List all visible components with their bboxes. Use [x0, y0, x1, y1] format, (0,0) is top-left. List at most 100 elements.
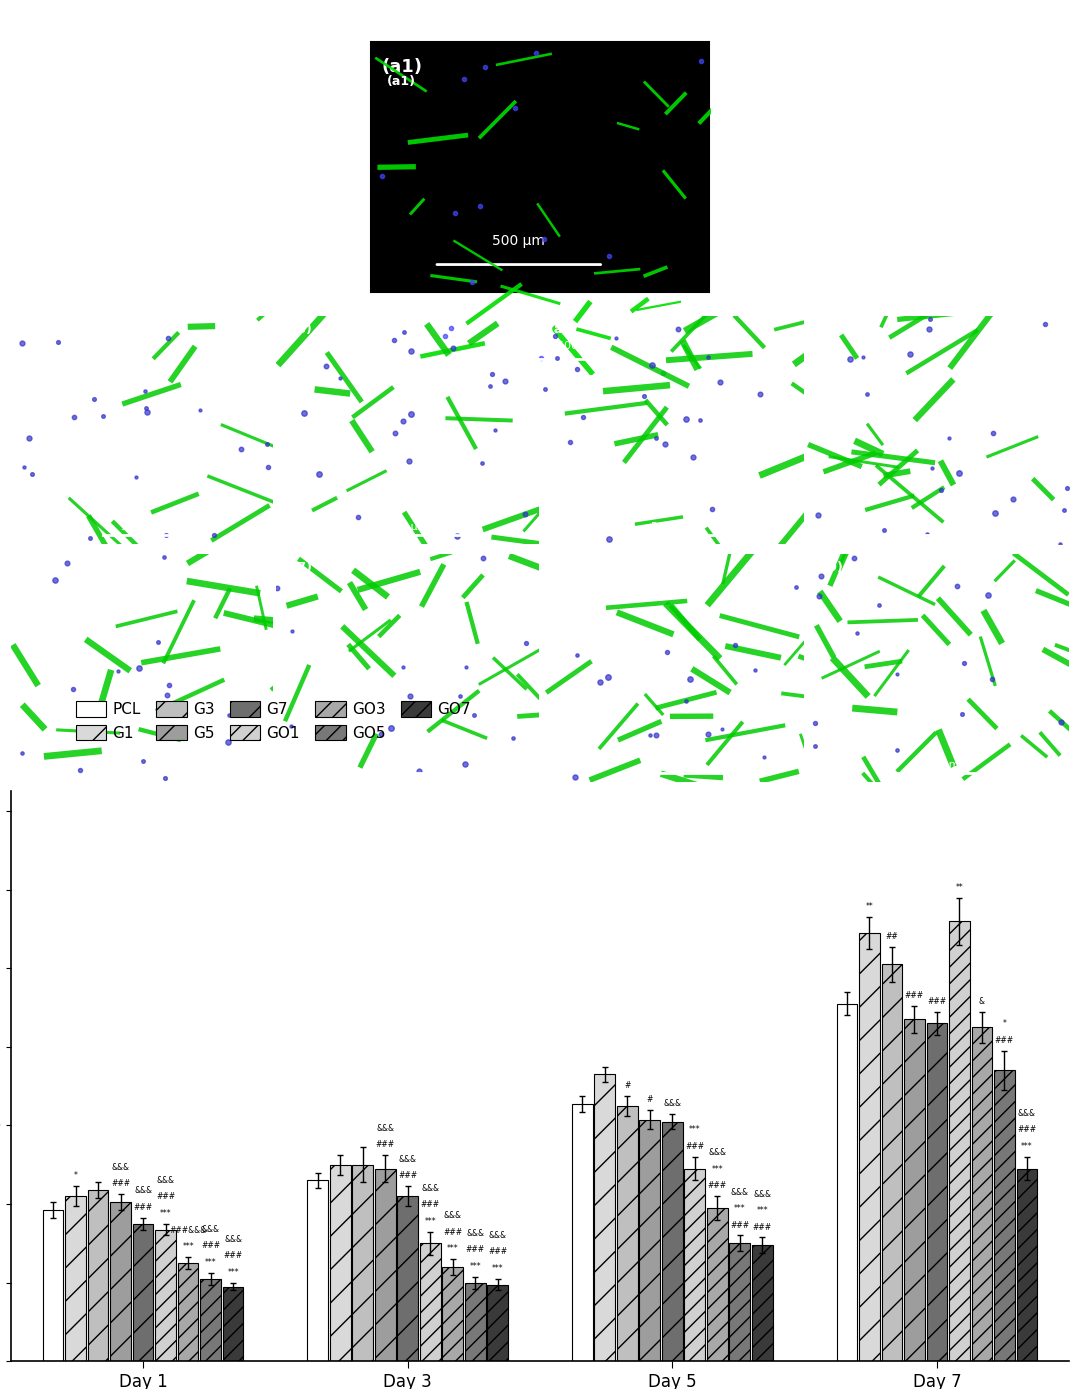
Text: &&&: &&&	[202, 1225, 219, 1233]
Text: (a8): (a8)	[550, 561, 578, 574]
Text: ***: ***	[470, 1261, 481, 1271]
Text: ###: ###	[928, 997, 946, 1006]
Text: &&&: &&&	[134, 1186, 152, 1196]
Text: &&&: &&&	[157, 1176, 175, 1185]
Bar	[927, 1024, 947, 1361]
Text: 500 μm: 500 μm	[557, 340, 599, 351]
Text: ##: ##	[886, 932, 899, 940]
Text: ***: ***	[424, 1217, 436, 1225]
Text: 500 μm: 500 μm	[651, 522, 693, 532]
Bar	[662, 1121, 683, 1361]
Text: &&&: &&&	[663, 1099, 681, 1108]
Text: 500 μm: 500 μm	[492, 233, 545, 247]
Text: ***: ***	[756, 1206, 768, 1215]
Bar	[178, 1263, 199, 1361]
Text: &&&: &&&	[399, 1156, 417, 1164]
Text: ###: ###	[730, 1221, 750, 1229]
Legend: PCL, G1, G3, G5, G7, GO1, GO3, GO5, GO7: PCL, G1, G3, G5, G7, GO1, GO3, GO5, GO7	[71, 696, 475, 746]
Text: ###: ###	[488, 1247, 508, 1256]
Text: ***: ***	[689, 1125, 701, 1135]
Text: ***: ***	[205, 1258, 216, 1267]
Text: &&&: &&&	[731, 1188, 748, 1196]
Text: *: *	[1002, 1020, 1007, 1028]
Text: 500 μm: 500 μm	[121, 760, 163, 770]
Text: 500 μm: 500 μm	[651, 760, 693, 770]
Text: ###: ###	[201, 1242, 220, 1250]
Bar	[949, 921, 970, 1361]
Text: ***: ***	[712, 1165, 724, 1174]
Text: ###: ###	[399, 1171, 417, 1181]
Text: #: #	[624, 1081, 631, 1090]
Text: ###: ###	[707, 1181, 727, 1190]
Bar	[420, 1243, 441, 1361]
Text: *: *	[73, 1171, 78, 1181]
Text: (a5): (a5)	[814, 324, 843, 336]
Text: ###&&&: ###&&&	[170, 1225, 206, 1235]
Text: ###: ###	[905, 990, 924, 1000]
Bar	[881, 964, 902, 1361]
Text: 500 μm: 500 μm	[387, 522, 429, 532]
Bar	[594, 1074, 616, 1361]
Bar	[572, 1104, 593, 1361]
Bar	[200, 1279, 221, 1361]
Text: &: &	[978, 997, 985, 1006]
Text: &&&: &&&	[708, 1149, 726, 1157]
Text: (a3): (a3)	[284, 324, 313, 336]
Text: &&&: &&&	[753, 1189, 771, 1199]
Bar	[994, 1071, 1015, 1361]
Text: (a9): (a9)	[814, 561, 843, 574]
Text: &&&: &&&	[376, 1124, 394, 1132]
Bar	[837, 1004, 858, 1361]
Text: ###: ###	[995, 1036, 1014, 1045]
Text: (a1): (a1)	[387, 75, 416, 88]
Text: ***: ***	[1021, 1142, 1032, 1151]
Text: ###: ###	[465, 1246, 485, 1254]
Bar	[729, 1243, 751, 1361]
Text: 500 μm: 500 μm	[917, 522, 959, 532]
Text: ***: ***	[491, 1264, 503, 1272]
Bar	[308, 1181, 328, 1361]
Bar	[464, 1282, 486, 1361]
Bar	[617, 1106, 637, 1361]
Text: ###: ###	[376, 1140, 395, 1149]
Text: &&&: &&&	[421, 1183, 440, 1193]
Bar	[352, 1165, 373, 1361]
Text: ###: ###	[753, 1222, 772, 1232]
Text: &&&: &&&	[488, 1231, 507, 1240]
Text: **: **	[956, 882, 963, 892]
Bar	[904, 1020, 924, 1361]
Text: &&&: &&&	[1017, 1108, 1036, 1118]
Bar	[87, 1190, 108, 1361]
Text: ***: ***	[734, 1204, 745, 1213]
Text: ###: ###	[420, 1200, 440, 1210]
Text: #: #	[647, 1095, 653, 1104]
Text: &&&: &&&	[224, 1235, 242, 1243]
Text: **: **	[865, 903, 874, 911]
Text: ###: ###	[111, 1179, 131, 1189]
Text: 500 μm: 500 μm	[917, 760, 959, 770]
Bar	[65, 1196, 86, 1361]
Text: ***: ***	[183, 1242, 194, 1251]
Text: 500 μm: 500 μm	[387, 760, 429, 770]
Bar	[156, 1229, 176, 1361]
Bar	[133, 1224, 153, 1361]
Text: &&&: &&&	[467, 1229, 484, 1238]
Text: ###: ###	[134, 1203, 152, 1213]
Text: (a2): (a2)	[18, 324, 48, 336]
Text: ***: ***	[160, 1208, 172, 1218]
Text: ***: ***	[227, 1268, 239, 1276]
Text: ###: ###	[1017, 1125, 1037, 1135]
Text: ###: ###	[156, 1192, 175, 1201]
Text: ###: ###	[224, 1251, 243, 1260]
Bar	[1016, 1168, 1037, 1361]
Text: (a1): (a1)	[381, 58, 422, 76]
Text: ***: ***	[447, 1245, 459, 1253]
Bar	[222, 1286, 243, 1361]
Text: (a4): (a4)	[550, 324, 578, 336]
Text: (a7): (a7)	[284, 561, 313, 574]
Bar	[329, 1165, 351, 1361]
Bar	[375, 1168, 395, 1361]
Bar	[972, 1028, 993, 1361]
Bar	[110, 1201, 131, 1361]
Bar	[752, 1246, 772, 1361]
